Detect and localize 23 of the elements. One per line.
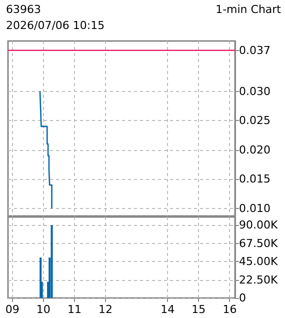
x-tick-label: 10 bbox=[36, 303, 50, 316]
chart-title: 63963 bbox=[6, 3, 41, 16]
bar bbox=[40, 258, 42, 298]
y-tick-label: 0.025 bbox=[239, 114, 270, 128]
y-tick-label: 67.50K bbox=[239, 236, 278, 250]
y-tick-label: 22.50K bbox=[239, 273, 278, 286]
x-tick-label: 09 bbox=[5, 303, 20, 316]
y-tick-label: 0.015 bbox=[239, 172, 270, 186]
x-tick-label: 12 bbox=[98, 303, 113, 316]
y-tick-label: 0.037 bbox=[239, 44, 270, 57]
x-tick-label: 11 bbox=[67, 303, 82, 316]
text: 1-min Chart bbox=[216, 3, 282, 16]
y-tick-label: 0.010 bbox=[239, 202, 270, 215]
chart-subtitle: 2026/07/06 10:15 bbox=[6, 19, 105, 32]
y-tick-label: 0 bbox=[239, 292, 246, 304]
y-tick-label: 45.00K bbox=[239, 255, 278, 268]
y-tick-label: 90.00K bbox=[239, 218, 278, 232]
y-tick-label: 0.020 bbox=[239, 143, 270, 156]
y-tick-label: 0.030 bbox=[239, 84, 270, 98]
x-tick-label: 14 bbox=[160, 303, 175, 316]
x-tick-label: 16 bbox=[222, 303, 237, 316]
bar bbox=[50, 225, 53, 298]
x-tick-label: 15 bbox=[192, 303, 206, 316]
